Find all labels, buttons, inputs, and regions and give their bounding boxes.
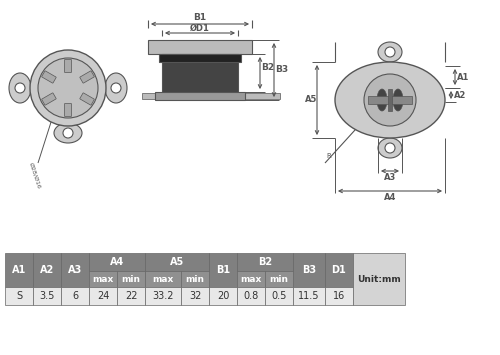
Text: A1: A1 [457, 72, 469, 82]
Circle shape [364, 74, 416, 126]
Text: B1: B1 [194, 13, 206, 22]
Circle shape [63, 128, 73, 138]
Bar [209, 287, 237, 305]
Text: A2: A2 [40, 265, 54, 275]
Bar [293, 287, 325, 305]
Text: S: S [16, 291, 22, 301]
Bar [237, 271, 265, 287]
Text: A4: A4 [384, 193, 396, 202]
Text: D1: D1 [332, 265, 346, 275]
Text: B1: B1 [216, 265, 230, 275]
Text: 22: 22 [125, 291, 137, 301]
Bar [237, 253, 293, 271]
Text: A3: A3 [384, 174, 396, 182]
Text: 11.5: 11.5 [298, 291, 320, 301]
Text: min: min [122, 274, 141, 284]
Text: 32: 32 [189, 291, 201, 301]
FancyBboxPatch shape [64, 104, 71, 116]
Text: A3: A3 [68, 265, 82, 275]
FancyBboxPatch shape [80, 71, 94, 83]
Text: A4: A4 [110, 257, 124, 267]
Bar [325, 253, 353, 287]
Bar [33, 253, 61, 287]
Circle shape [111, 83, 121, 93]
Bar [5, 253, 33, 287]
Text: 0.8: 0.8 [244, 291, 258, 301]
Bar [368, 96, 412, 104]
FancyBboxPatch shape [42, 93, 56, 105]
Bar [209, 253, 237, 287]
Text: A2: A2 [454, 91, 466, 99]
Bar [145, 253, 209, 271]
Circle shape [38, 58, 98, 118]
Ellipse shape [378, 42, 402, 62]
Text: 20: 20 [217, 291, 229, 301]
Bar [142, 93, 280, 99]
Ellipse shape [393, 89, 403, 111]
Bar [265, 287, 293, 305]
Bar [181, 271, 209, 287]
Bar [353, 253, 405, 305]
Ellipse shape [377, 89, 387, 111]
Bar [117, 287, 145, 305]
Text: Ø28/Ø16: Ø28/Ø16 [28, 162, 42, 190]
Text: 3.5: 3.5 [40, 291, 54, 301]
FancyBboxPatch shape [42, 71, 56, 83]
Text: 0.5: 0.5 [272, 291, 286, 301]
Text: A5: A5 [305, 95, 317, 104]
Circle shape [385, 47, 395, 57]
Text: min: min [186, 274, 204, 284]
Text: max: max [152, 274, 174, 284]
Text: 33.2: 33.2 [152, 291, 174, 301]
Text: Unit:mm: Unit:mm [357, 274, 401, 284]
Text: B3: B3 [276, 66, 288, 75]
Bar [159, 54, 241, 62]
Circle shape [15, 83, 25, 93]
FancyBboxPatch shape [64, 60, 71, 72]
Circle shape [385, 143, 395, 153]
Bar [145, 271, 181, 287]
Text: A1: A1 [12, 265, 26, 275]
Text: min: min [270, 274, 288, 284]
Bar [265, 271, 293, 287]
Text: max: max [240, 274, 262, 284]
Text: A5: A5 [170, 257, 184, 267]
Bar [388, 89, 392, 111]
Bar [89, 253, 145, 271]
Bar [181, 287, 209, 305]
Bar [61, 287, 89, 305]
Bar [145, 287, 181, 305]
Text: B2: B2 [262, 62, 274, 71]
Bar [293, 253, 325, 287]
Ellipse shape [378, 138, 402, 158]
Circle shape [30, 50, 106, 126]
Bar [61, 253, 89, 287]
Bar [325, 287, 353, 305]
Text: max: max [92, 274, 114, 284]
FancyBboxPatch shape [80, 93, 94, 105]
Bar [237, 287, 265, 305]
Bar [89, 271, 117, 287]
Ellipse shape [54, 123, 82, 143]
Ellipse shape [105, 73, 127, 103]
Text: 24: 24 [97, 291, 109, 301]
Text: 6: 6 [72, 291, 78, 301]
Text: B2: B2 [258, 257, 272, 267]
Bar [148, 40, 252, 54]
Bar [5, 287, 33, 305]
Ellipse shape [9, 73, 31, 103]
Bar [162, 54, 238, 92]
Bar [33, 287, 61, 305]
Bar [89, 287, 117, 305]
Text: ØD1: ØD1 [190, 23, 210, 33]
Text: B3: B3 [302, 265, 316, 275]
Text: R: R [326, 153, 332, 159]
Ellipse shape [335, 62, 445, 138]
Bar [155, 92, 245, 100]
Text: 16: 16 [333, 291, 345, 301]
Bar [117, 271, 145, 287]
